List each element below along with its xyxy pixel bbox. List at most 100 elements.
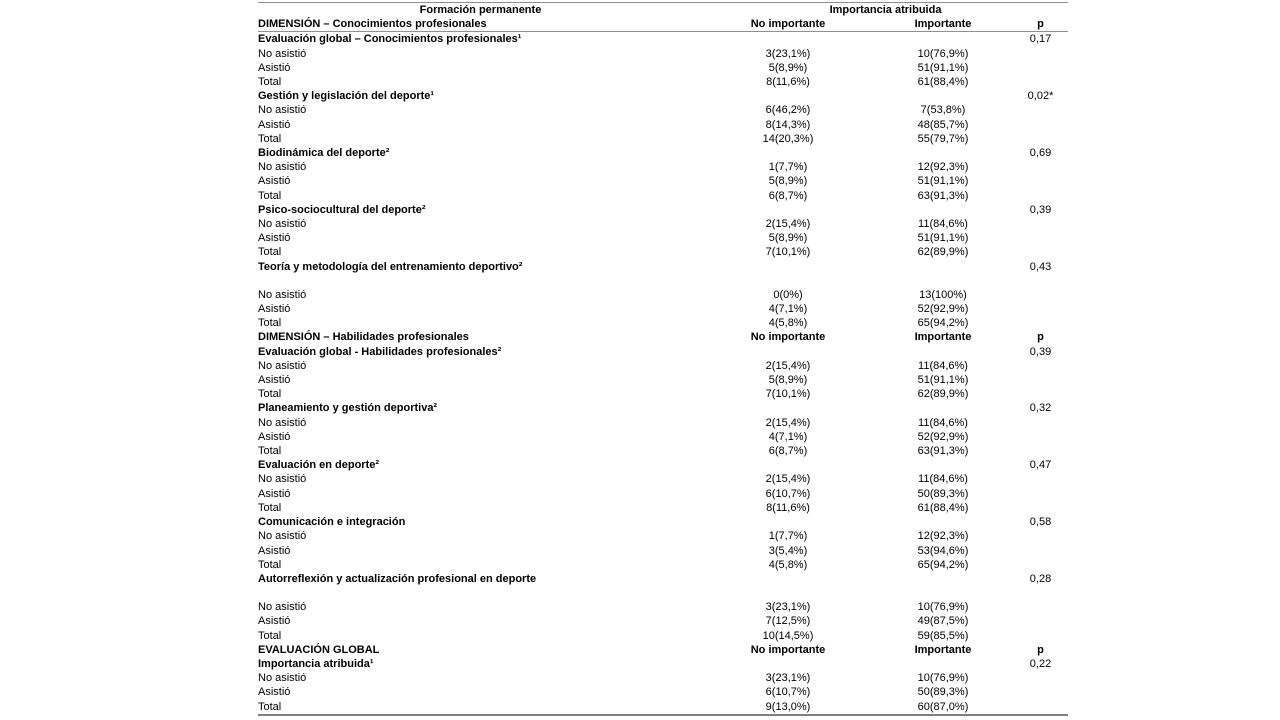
row-label: Total: [258, 445, 282, 458]
no-importante-value: [703, 32, 873, 47]
no-importante-value: [703, 345, 873, 359]
p-value: [1013, 430, 1068, 444]
section-row: Evaluación en deporte² 0,47: [258, 458, 1068, 472]
importante-value: Importante: [914, 331, 972, 344]
row-label: Asistió: [258, 615, 291, 628]
row-label: No asistió: [258, 218, 307, 231]
no-importante-value: 4(5,8%): [768, 317, 808, 330]
importante-value: [873, 515, 1013, 529]
table-row: No asistió 3(23,1%) 10(76,9%): [258, 586, 1068, 614]
no-importante-value: 2(15,4%): [765, 416, 811, 429]
no-importante-value: [703, 89, 873, 103]
row-label: Importancia atribuida¹: [258, 657, 374, 670]
no-importante-value: 6(8,7%): [768, 445, 808, 458]
section-row: Importancia atribuida¹ 0,22: [258, 657, 1068, 671]
no-importante-value: 7(12,5%): [765, 615, 811, 628]
row-label: Total: [258, 700, 282, 713]
row-label: Asistió: [258, 430, 291, 443]
p-value: [1013, 671, 1068, 685]
importante-value: 63(91,3%): [917, 189, 969, 202]
section-row: Gestión y legislación del deporte¹ 0,02*: [258, 89, 1068, 103]
p-value: 0,28: [1029, 572, 1052, 585]
importante-value: 65(94,2%): [917, 558, 969, 571]
p-value: [1013, 586, 1068, 614]
p-value: [1013, 359, 1068, 373]
importante-value: Importante: [914, 643, 972, 656]
p-value: [1013, 75, 1068, 89]
no-importante-value: 6(10,7%): [765, 487, 811, 500]
table-row: Total 14(20,3%) 55(79,7%): [258, 132, 1068, 146]
p-value: [1013, 61, 1068, 75]
row-label: Evaluación global – Conocimientos profes…: [258, 33, 522, 46]
p-value: [1013, 487, 1068, 501]
importante-value: 13(100%): [919, 288, 967, 301]
no-importante-value: 3(23,1%): [765, 601, 811, 614]
no-importante-value: 4(7,1%): [768, 430, 808, 443]
no-importante-value: 6(8,7%): [768, 189, 808, 202]
row-label: Asistió: [258, 175, 291, 188]
p-value: [1013, 231, 1068, 245]
importante-value: 11(84,6%): [918, 359, 968, 372]
p-value: [1013, 132, 1068, 146]
table-row: Asistió 3(5,4%) 53(94,6%): [258, 544, 1068, 558]
table-row: Total 6(8,7%) 63(91,3%): [258, 189, 1068, 203]
section-row: Autorreflexión y actualización profesion…: [258, 572, 1068, 586]
importante-value: 50(89,3%): [917, 686, 969, 699]
no-importante-value: 1(7,7%): [768, 530, 808, 543]
statistics-table-container: Formación permanente Importancia atribui…: [258, 2, 1069, 716]
row-label: Asistió: [258, 544, 291, 557]
table-row: No asistió 6(46,2%) 7(53,8%): [258, 103, 1068, 117]
row-label: Total: [258, 317, 282, 330]
importante-value: 55(79,7%): [917, 132, 969, 145]
no-importante-value: 14(20,3%): [762, 132, 814, 145]
section-row: Biodinámica del deporte² 0,69: [258, 146, 1068, 160]
row-label: Total: [258, 629, 282, 642]
p-value: [1013, 160, 1068, 174]
table-row: Asistió 5(8,9%) 51(91,1%): [258, 373, 1068, 387]
importante-value: 12(92,3%): [917, 161, 969, 174]
row-label: No asistió: [258, 530, 307, 543]
table-row: No asistió 1(7,7%) 12(92,3%): [258, 160, 1068, 174]
row-label: Teoría y metodología del entrenamiento d…: [258, 260, 523, 273]
p-value: [1013, 316, 1068, 330]
importante-value: 52(92,9%): [917, 430, 969, 443]
p-value: 0,47: [1029, 459, 1052, 472]
p-value: 0,58: [1029, 516, 1052, 529]
importante-value: 10(76,9%): [917, 672, 969, 685]
row-label: Autorreflexión y actualización profesion…: [258, 572, 537, 585]
no-importante-value: 6(10,7%): [765, 686, 811, 699]
column-header-row: DIMENSIÓN – Conocimientos profesionales N…: [258, 17, 1069, 33]
section-row: Evaluación global - Habilidades profesio…: [258, 345, 1068, 359]
importante-value: 11(84,6%): [918, 218, 968, 231]
importante-value: 51(91,1%): [917, 175, 969, 188]
group-header-importancia: Importancia atribuida: [829, 4, 942, 16]
row-label: Asistió: [258, 61, 291, 74]
table-row: Total 4(5,8%) 65(94,2%): [258, 316, 1068, 330]
row-label: Evaluación global - Habilidades profesio…: [258, 345, 502, 358]
table-row: No asistió 2(15,4%) 11(84,6%): [258, 217, 1068, 231]
importante-value: [873, 146, 1013, 160]
no-importante-value: [703, 146, 873, 160]
no-importante-value: 8(11,6%): [766, 501, 810, 514]
no-importante-value: 10(14,5%): [762, 629, 814, 642]
section-row: Teoría y metodología del entrenamiento d…: [258, 260, 1068, 274]
row-label: No asistió: [258, 359, 307, 372]
no-importante-value: 4(5,8%): [768, 558, 808, 571]
section-row: Planeamiento y gestión deportiva² 0,32: [258, 401, 1068, 415]
table-row: No asistió 2(15,4%) 11(84,6%): [258, 359, 1068, 373]
no-importante-value: 7(10,1%): [765, 246, 811, 259]
importante-value: 61(88,4%): [917, 501, 969, 514]
no-importante-value: 6(46,2%): [765, 104, 811, 117]
importante-value: 51(91,1%): [917, 61, 969, 74]
importante-value: [873, 345, 1013, 359]
no-importante-value: 7(10,1%): [765, 388, 811, 401]
row-label: Asistió: [258, 374, 291, 387]
row-label: Asistió: [258, 487, 291, 500]
row-label: No asistió: [258, 473, 307, 486]
row-label: No asistió: [258, 672, 307, 685]
table-row: No asistió 3(23,1%) 10(76,9%): [258, 671, 1068, 685]
importante-value: [873, 657, 1013, 671]
importante-value: 50(89,3%): [917, 487, 969, 500]
p-value: 0,43: [1029, 260, 1052, 273]
